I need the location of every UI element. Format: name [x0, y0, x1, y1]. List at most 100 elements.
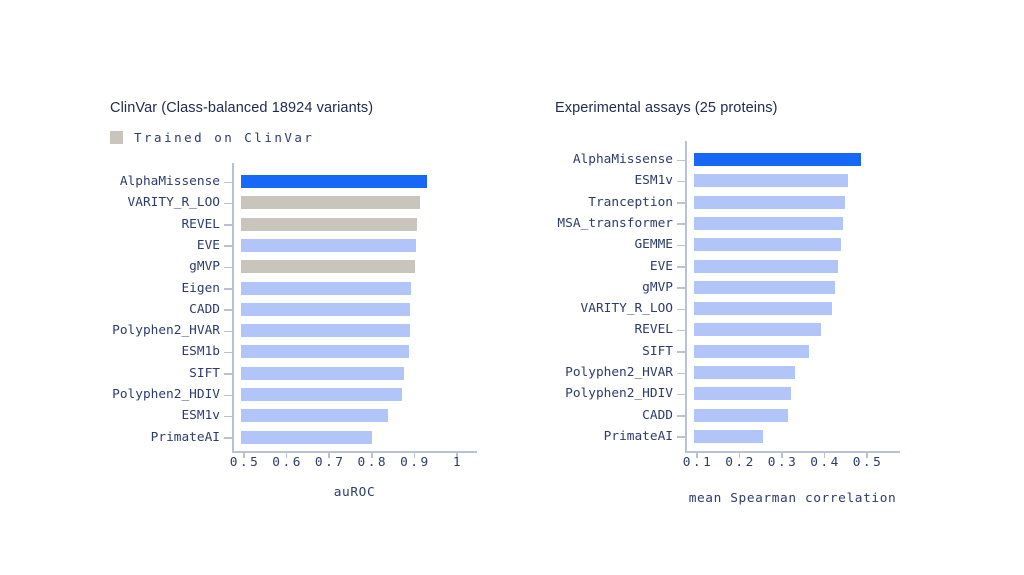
y-tick — [677, 223, 685, 225]
x-axis-line — [232, 451, 477, 453]
y-axis-label: REVEL — [181, 216, 220, 232]
plot-area-clinvar: AlphaMissense VARITY_R_LOO REVEL EVE gMVP Eig… — [110, 86, 510, 531]
x-tick-label: 0.9 — [400, 455, 431, 470]
legend: Trained on ClinVar — [110, 130, 314, 145]
x-tick-label: 0.2 — [725, 455, 756, 470]
bar-gMVP — [694, 280, 836, 294]
x-tick-label: 0.6 — [272, 455, 303, 470]
y-tick — [677, 180, 685, 183]
y-axis-label: ESM1b — [181, 344, 220, 360]
chart-title-clinvar: ClinVar (Class-balanced 18924 variants) — [110, 100, 374, 117]
y-axis-label: ESM1v — [181, 408, 220, 424]
bar-SIFT — [241, 366, 404, 380]
y-axis-label: ESM1v — [634, 173, 673, 189]
bar-MSA_transformer — [694, 216, 844, 230]
bar-REVEL — [694, 323, 822, 337]
bar-GEMME — [694, 238, 842, 252]
y-axis-line — [685, 141, 687, 451]
chart-title-assays: Experimental assays (25 proteins) — [555, 100, 778, 117]
legend-swatch-trained — [110, 131, 123, 144]
bar-Polyphen2_HDIV — [694, 387, 791, 401]
y-axis-label: CADD — [189, 301, 220, 317]
y-tick — [224, 309, 232, 311]
x-tick — [823, 452, 826, 458]
plot-area-assays: AlphaMissense ESM1v Tranception MSA_transfo… — [555, 86, 975, 531]
bar-ESM1b — [241, 345, 409, 359]
y-tick — [677, 351, 685, 353]
y-tick — [224, 288, 232, 290]
y-tick — [224, 351, 232, 354]
y-axis-label: Polyphen2_HVAR — [565, 365, 673, 380]
bar-gMVP — [241, 260, 416, 274]
bar-CADD — [241, 302, 411, 316]
y-axis-label: Tranception — [588, 194, 673, 210]
bar-CADD — [694, 408, 788, 422]
x-tick — [285, 452, 288, 458]
y-axis-label: Polyphen2_HDIV — [112, 387, 220, 402]
y-axis-label: PrimateAI — [150, 429, 220, 445]
y-axis-label: REVEL — [634, 322, 673, 338]
y-axis-label: SIFT — [189, 365, 220, 381]
y-axis-label: Eigen — [181, 280, 220, 296]
y-axis-label: CADD — [642, 407, 673, 423]
bar-Polyphen2_HDIV — [241, 388, 402, 401]
x-tick-label: 0.1 — [682, 455, 714, 470]
y-axis-label: PrimateAI — [603, 428, 673, 444]
y-tick — [677, 202, 685, 204]
bar-ESM1v — [241, 409, 389, 423]
bar-PrimateAI — [694, 429, 764, 443]
bar-VARITY_R_LOO — [241, 196, 420, 210]
y-tick — [224, 394, 232, 396]
y-tick — [224, 224, 232, 226]
y-axis-label: GEMME — [634, 237, 673, 253]
x-axis-label: auROC — [333, 485, 376, 500]
bar-AlphaMissense — [241, 175, 427, 188]
bar-Polyphen2_HVAR — [241, 324, 410, 338]
y-tick — [677, 372, 685, 374]
y-axis-label: AlphaMissense — [572, 152, 673, 167]
bar-VARITY_R_LOO — [694, 302, 832, 316]
y-tick — [677, 308, 685, 311]
y-tick — [224, 266, 232, 269]
y-tick — [677, 436, 685, 438]
x-tick-label: 0.3 — [767, 455, 799, 470]
chart-assays: Experimental assays (25 proteins) AlphaM… — [555, 86, 975, 531]
y-axis-label: gMVP — [189, 259, 220, 275]
y-axis-label: VARITY_R_LOO — [580, 301, 673, 317]
x-tick — [413, 452, 416, 458]
y-axis-label: EVE — [196, 237, 220, 253]
x-tick-label: 0.4 — [810, 455, 841, 470]
x-tick — [371, 452, 373, 458]
bar-AlphaMissense — [694, 153, 862, 166]
y-tick — [224, 245, 232, 247]
y-tick — [224, 181, 232, 183]
x-tick — [696, 452, 698, 458]
y-tick — [224, 202, 232, 205]
y-tick — [224, 415, 232, 418]
y-axis-label: Polyphen2_HVAR — [112, 323, 220, 339]
y-tick — [677, 415, 685, 417]
bar-Tranception — [694, 195, 845, 209]
y-axis-label: gMVP — [642, 279, 673, 295]
x-tick-label: 0.7 — [314, 455, 346, 470]
y-tick — [224, 330, 232, 333]
x-tick — [866, 452, 868, 458]
x-axis-line — [685, 451, 900, 453]
y-axis-line — [232, 163, 234, 451]
legend-label-trained: Trained on ClinVar — [134, 130, 315, 145]
x-tick-label: 0.5 — [852, 455, 884, 470]
y-axis-label: EVE — [649, 258, 673, 274]
bar-Eigen — [241, 281, 412, 295]
bar-REVEL — [241, 217, 418, 231]
x-tick — [456, 452, 458, 458]
bar-PrimateAI — [241, 430, 372, 444]
y-tick — [224, 437, 232, 439]
y-axis-label: AlphaMissense — [119, 174, 220, 189]
y-axis-label: Polyphen2_HDIV — [565, 386, 673, 402]
y-axis-label: VARITY_R_LOO — [127, 195, 220, 211]
bar-EVE — [241, 238, 417, 252]
x-tick-label: 1 — [452, 455, 464, 470]
y-tick — [224, 373, 232, 375]
y-tick — [677, 266, 685, 268]
